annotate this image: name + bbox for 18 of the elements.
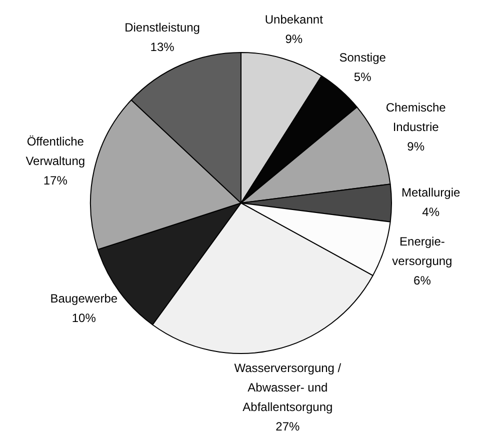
slice-label: Unbekannt bbox=[264, 12, 324, 27]
data-label: 17% bbox=[43, 173, 68, 188]
data-label: 9% bbox=[285, 32, 303, 46]
slice-label: Dienstleistung bbox=[124, 20, 200, 34]
slice-label: Wasserversorgung / Abwasser- und Abfallentsorgung bbox=[234, 360, 342, 414]
data-label: 27% bbox=[276, 419, 300, 434]
slice-label: Baugewerbe bbox=[50, 291, 118, 306]
slice-label: Chemische Industrie bbox=[386, 100, 446, 134]
slice-label: Energie- versorgung bbox=[392, 234, 452, 268]
data-label: 6% bbox=[414, 273, 432, 288]
data-label: 4% bbox=[422, 205, 440, 220]
data-label: 9% bbox=[407, 139, 425, 154]
data-label: 10% bbox=[72, 310, 96, 325]
slice-label: Öffentliche Verwaltung bbox=[26, 134, 86, 168]
slice-label: Sonstige bbox=[339, 50, 386, 65]
slice-label: Metallurgie bbox=[401, 186, 461, 200]
data-label: 5% bbox=[354, 70, 372, 84]
data-label: 13% bbox=[150, 40, 175, 54]
